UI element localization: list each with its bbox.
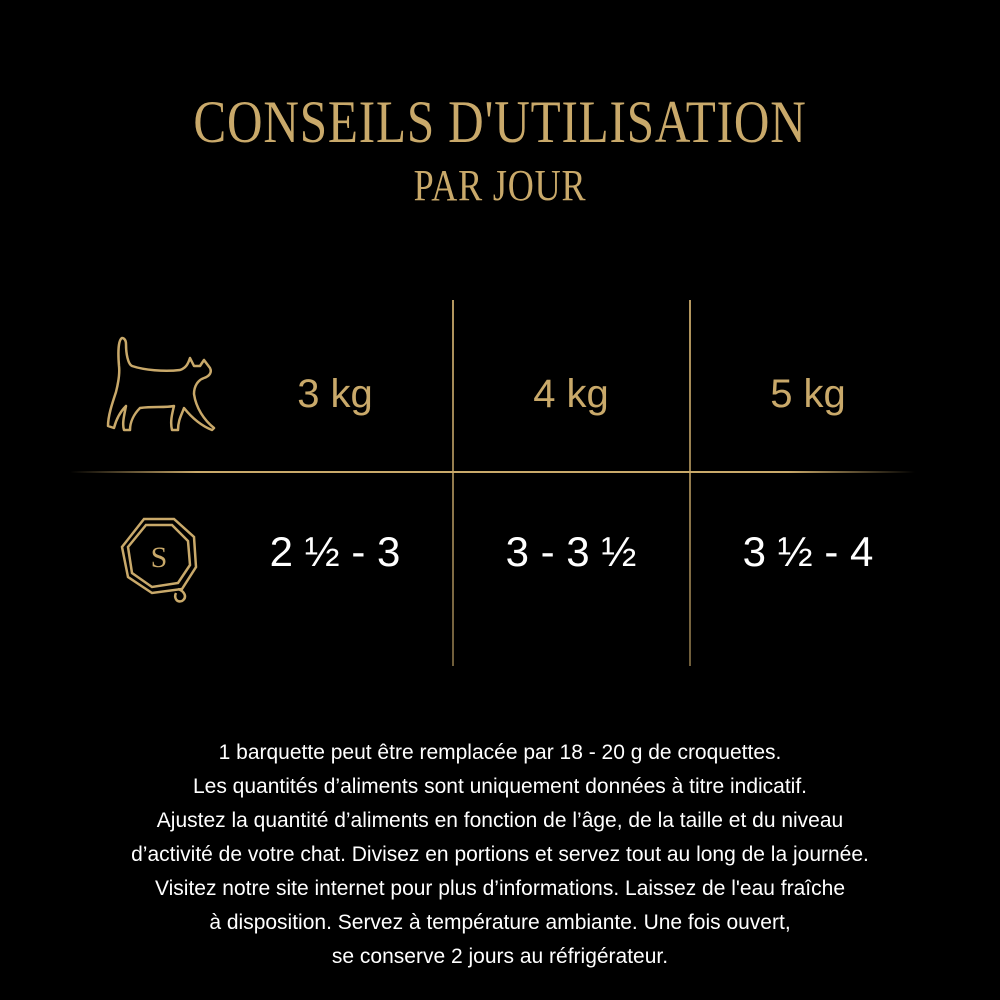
column-divider xyxy=(689,300,691,666)
page-subtitle: PAR JOUR xyxy=(413,161,587,210)
weight-3kg: 3 kg xyxy=(297,372,373,416)
note-line: se conserve 2 jours au réfrigérateur. xyxy=(331,945,669,968)
note-line: Visitez notre site internet pour plus d’… xyxy=(155,877,845,900)
note-line: 1 barquette peut être remplacée par 18 -… xyxy=(218,741,782,764)
usage-notes: 1 barquette peut être remplacée par 18 -… xyxy=(0,736,1000,974)
seal-letter: S xyxy=(151,541,168,574)
page-title: CONSEILS D'UTILISATION xyxy=(193,89,807,155)
note-line: Ajustez la quantité d’aliments en foncti… xyxy=(156,809,844,832)
note-line: d’activité de votre chat. Divisez en por… xyxy=(131,843,869,866)
seal-s-icon: S xyxy=(120,517,198,603)
weight-4kg: 4 kg xyxy=(533,372,609,416)
column-divider xyxy=(452,300,454,666)
portion-4kg: 3 - 3 ½ xyxy=(505,528,637,575)
weight-5kg: 5 kg xyxy=(770,372,846,416)
row-divider xyxy=(70,471,915,473)
portion-5kg: 3 ½ - 4 xyxy=(742,528,874,575)
note-line: à disposition. Servez à température ambi… xyxy=(209,911,791,934)
note-line: Les quantités d’aliments sont uniquement… xyxy=(192,775,808,798)
portion-3kg: 2 ½ - 3 xyxy=(269,528,401,575)
cat-icon xyxy=(106,336,216,432)
